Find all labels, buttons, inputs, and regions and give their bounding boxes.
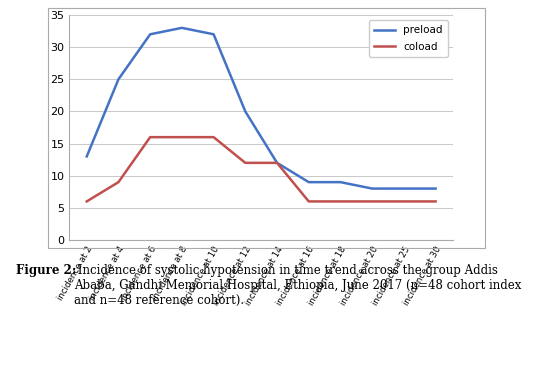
Text: Figure 2:: Figure 2: <box>16 264 76 278</box>
Text: Incidence of systolic hypotension in time trend across the group Addis Ababa, Ga: Incidence of systolic hypotension in tim… <box>74 264 521 308</box>
Legend: preload, coload: preload, coload <box>369 20 448 57</box>
